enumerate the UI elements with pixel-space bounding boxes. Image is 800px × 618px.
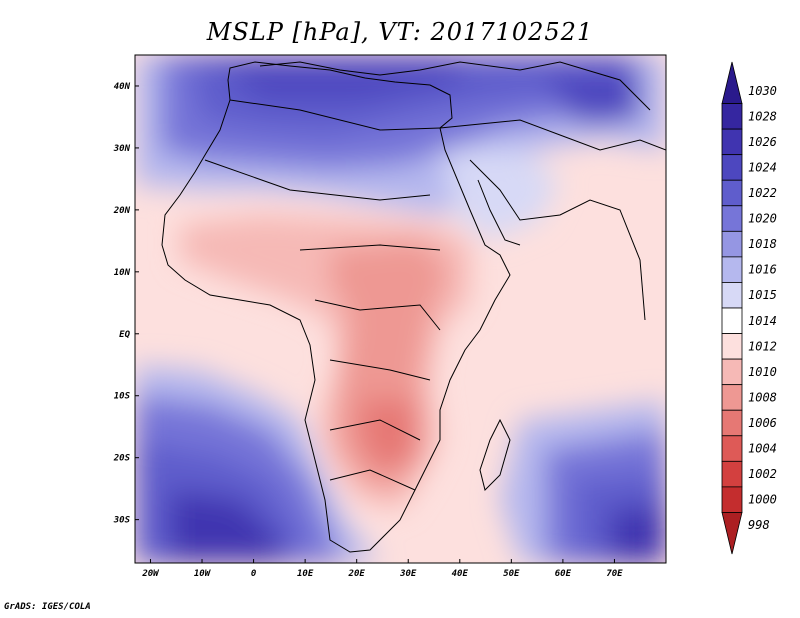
colorbar-swatch <box>721 282 743 309</box>
colorbar-label: 1004 <box>748 442 777 456</box>
colorbar-swatch <box>721 435 743 462</box>
colorbar-swatch <box>721 61 743 104</box>
credit-text: GrADS: IGES/COLA <box>4 602 91 612</box>
colorbar-swatch <box>721 179 743 207</box>
colorbar-swatch <box>721 460 743 488</box>
colorbar-swatch <box>721 205 743 232</box>
colorbar-swatch <box>721 409 743 437</box>
lon-tick-label: 10E <box>297 569 314 579</box>
coastlines <box>161 61 666 553</box>
colorbar-swatch <box>721 128 743 156</box>
lon-tick-label: 10W <box>194 569 212 579</box>
colorbar-label: 1016 <box>748 263 777 277</box>
colorbar-label: 1002 <box>748 467 777 481</box>
lon-tick-label: 50E <box>503 569 520 579</box>
colorbar-label: 1018 <box>748 237 777 251</box>
lon-tick-label: 70E <box>606 569 623 579</box>
colorbar-label: 1012 <box>748 339 777 353</box>
lat-tick-label: EQ <box>119 330 130 340</box>
lon-tick-label: 20E <box>348 569 366 579</box>
colorbar-label: 1010 <box>748 365 777 379</box>
colorbar: 1030 1028 1026 1024 1022 1020 1018 1016 1015 1014… <box>721 61 777 555</box>
lat-tick-label: 10N <box>114 268 131 278</box>
lat-tick-label: 20N <box>113 206 131 216</box>
lat-tick-label: 30S <box>113 516 131 526</box>
map-title: MSLP [hPa], VT: 2017102521 <box>206 18 594 46</box>
colorbar-label: 1020 <box>748 212 777 226</box>
colorbar-label: 1006 <box>748 416 777 430</box>
colorbar-label: 1028 <box>748 109 777 123</box>
colorbar-swatch <box>721 307 743 334</box>
colorbar-swatch <box>721 512 743 555</box>
colorbar-label: 1022 <box>748 186 777 200</box>
lon-tick-label: 30E <box>399 569 417 579</box>
lat-tick-label: 40N <box>114 82 131 92</box>
lon-tick-label: 40E <box>452 569 469 579</box>
colorbar-swatch <box>721 358 743 386</box>
colorbar-swatch <box>721 256 743 283</box>
colorbar-label: 1014 <box>748 314 777 328</box>
colorbar-swatch <box>721 103 743 130</box>
colorbar-label: 1008 <box>748 390 777 404</box>
colorbar-swatch <box>721 230 743 258</box>
lat-axis: 40N 30N 20N 10N EQ 10S 20S 30S <box>113 82 139 526</box>
pressure-field <box>135 55 666 563</box>
colorbar-label: 1015 <box>748 288 777 302</box>
colorbar-swatch <box>721 384 743 411</box>
map-frame <box>134 54 667 564</box>
lat-tick-label: 30N <box>113 144 131 154</box>
colorbar-swatch <box>721 333 743 360</box>
lat-tick-label: 20S <box>113 454 131 464</box>
colorbar-label: 1030 <box>748 84 777 98</box>
lon-axis: 20W 10W 0 10E 20E 30E 40E 50E 60E 70E <box>141 559 623 579</box>
colorbar-label: 1024 <box>748 160 777 174</box>
lon-tick-label: 20W <box>141 569 160 579</box>
colorbar-label: 998 <box>748 518 770 532</box>
lon-tick-label: 0 <box>251 569 257 579</box>
lat-tick-label: 10S <box>114 392 131 402</box>
colorbar-label: 1000 <box>748 493 777 507</box>
colorbar-swatch <box>721 486 743 513</box>
colorbar-label: 1026 <box>748 135 777 149</box>
colorbar-swatch <box>721 154 743 181</box>
lon-tick-label: 60E <box>555 569 572 579</box>
